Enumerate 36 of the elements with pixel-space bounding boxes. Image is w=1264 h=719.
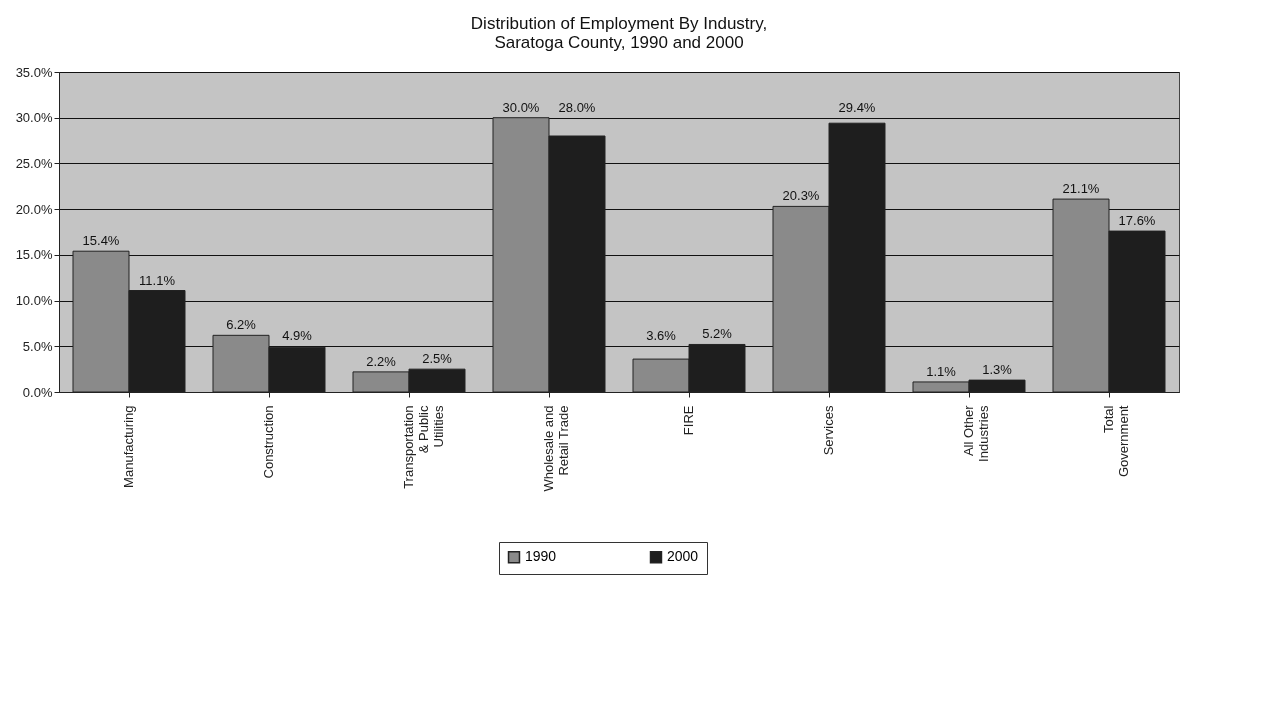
x-tick-label: Transportation & Public Utilities [401, 405, 446, 489]
data-label: 30.0% [502, 99, 540, 115]
data-label: 21.1% [1062, 181, 1100, 197]
y-tick-label: 20.0% [15, 201, 53, 217]
data-label: 2.5% [422, 351, 453, 367]
x-tick-label: Total Government [1101, 405, 1131, 478]
data-label: 4.9% [282, 328, 313, 344]
y-tick-label: 25.0% [15, 155, 53, 171]
data-label: 2.2% [366, 353, 397, 369]
data-label: 20.3% [782, 188, 820, 204]
y-tick-label: 10.0% [15, 293, 53, 309]
y-tick-label: 30.0% [15, 110, 53, 126]
data-label: 29.4% [838, 99, 876, 115]
text: Saratoga County, 1990 and 2000 [494, 33, 744, 52]
data-label: 3.6% [646, 328, 677, 344]
data-label: 11.1% [139, 272, 176, 288]
data-label: 17.6% [1118, 213, 1156, 229]
y-tick-label: 5.0% [22, 338, 53, 354]
legend-label: 1990 [525, 548, 557, 565]
data-label: 1.1% [926, 363, 957, 379]
y-tick-label: 15.0% [15, 247, 53, 263]
data-label: 15.4% [82, 233, 120, 249]
y-tick-label: 35.0% [15, 64, 53, 80]
text: Distribution of Employment By Industry, [470, 14, 768, 33]
x-tick-label: All Other Industries [961, 404, 991, 462]
data-label: 5.2% [702, 326, 733, 342]
x-tick-label: Services [821, 405, 836, 456]
x-tick-label: Construction [261, 405, 276, 479]
legend-label: 2000 [667, 548, 699, 565]
x-tick-label: FIRE [681, 405, 696, 436]
x-tick-label: Manufacturing [121, 405, 136, 488]
data-label: 1.3% [982, 362, 1013, 378]
data-label: 6.2% [226, 317, 257, 333]
x-tick-label: Wholesale and Retail Trade [541, 405, 571, 492]
data-label: 28.0% [558, 99, 596, 115]
y-tick-label: 0.0% [22, 384, 53, 400]
